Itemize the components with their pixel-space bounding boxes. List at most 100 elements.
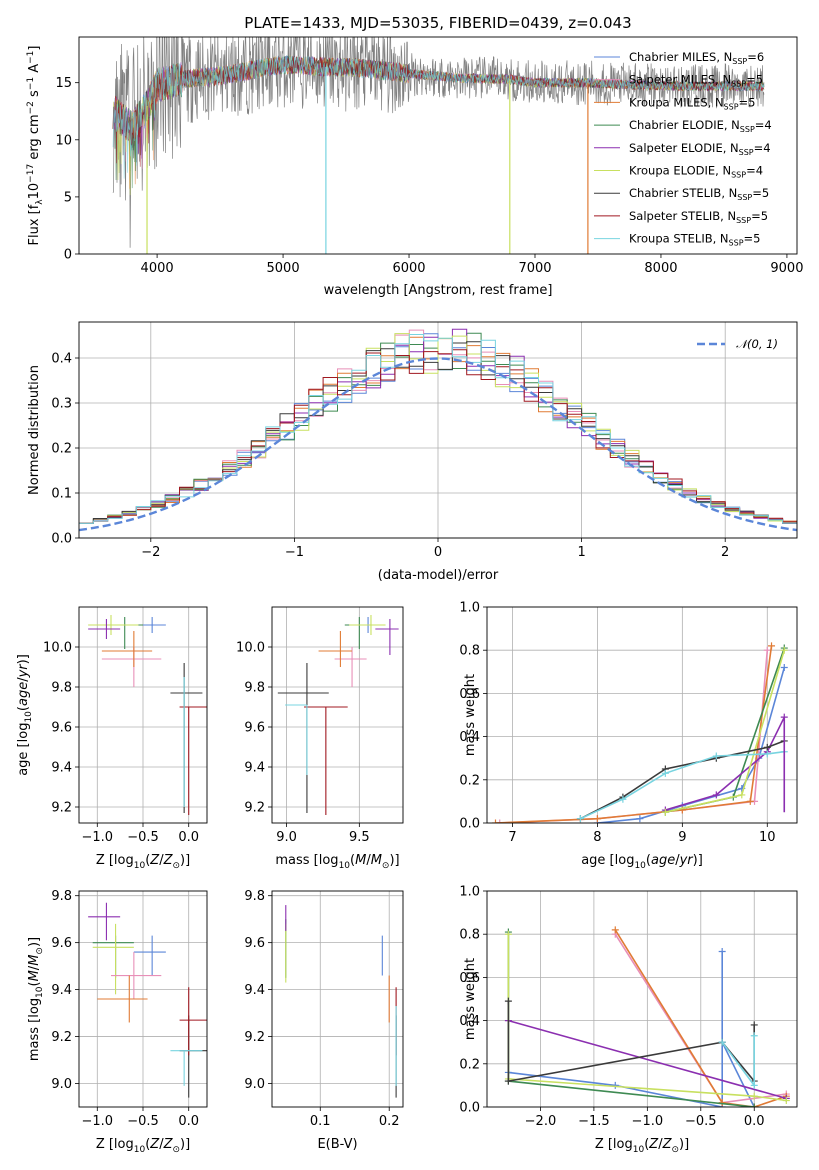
axis-label-part: / (366, 853, 371, 868)
axes-border (78, 606, 208, 824)
massweight-marker (750, 1032, 758, 1040)
axis-label-part: ( (646, 853, 651, 868)
y-tick-label: 0.0 (459, 1101, 480, 1116)
legend-label: Salpeter MILES, NSSP=5 (629, 73, 763, 89)
axes-border (271, 890, 404, 1108)
residual-histogram (79, 333, 797, 524)
x-tick-label: 9 (678, 830, 686, 845)
x-tick-label: −1.5 (578, 1114, 610, 1129)
legend-label-suffix: =5 (746, 73, 763, 87)
axis-label-part: M (27, 955, 42, 966)
massweight-marker (750, 1092, 758, 1100)
massweight-marker (661, 769, 669, 777)
massweight-marker (636, 815, 644, 823)
legend-label-text: Kroupa STELIB, N (629, 232, 729, 246)
axis-label-part: )] (27, 937, 42, 947)
x-tick-label: 2 (721, 545, 729, 560)
axis-label-part: E(B-V) (317, 1137, 357, 1152)
axis-label-part: / (159, 853, 164, 868)
x-tick-label: 10 (759, 830, 776, 845)
axis-label: age [log10(age/yr)] (16, 654, 34, 776)
axis-label-part: M (355, 853, 366, 868)
plot-area-age_vs_mass (277, 615, 399, 815)
y-tick-label: 0.4 (459, 730, 480, 745)
legend-label-suffix: =4 (755, 118, 772, 132)
axes-border (271, 606, 404, 824)
massweight-marker (763, 750, 771, 758)
y-tick-label: 1.0 (459, 885, 480, 900)
legend-label-sub: SSP (736, 216, 751, 225)
x-tick-label: −1.0 (81, 1114, 113, 1129)
massweight-line (507, 1001, 755, 1084)
y-tick-label: 9.4 (244, 761, 265, 776)
massweight-marker (504, 930, 512, 938)
axis-label-part: ( (644, 1137, 649, 1152)
x-tick-label: −2.0 (525, 1114, 557, 1129)
y-tick-label: 0.6 (459, 687, 480, 702)
massweight-marker (746, 797, 754, 805)
axes-border (486, 890, 798, 1108)
axis-label: Z [log10(Z/Z⊙)] (96, 853, 190, 871)
y-tick-label: 9.6 (244, 936, 265, 951)
axis-label: Z [log10(Z/Z⊙)] (595, 1137, 689, 1155)
axis-label: age [log10(age/yr)] (581, 853, 703, 871)
y-tick-label: 9.6 (51, 936, 72, 951)
axis-label-part: Z (648, 1137, 659, 1152)
axis-label-part: s (27, 90, 42, 101)
y-tick-label: 1.0 (459, 601, 480, 616)
axis-label-part: ⊙ (35, 947, 45, 955)
massweight-marker (780, 663, 788, 671)
legend-label: Salpeter ELODIE, NSSP=4 (629, 141, 771, 157)
massweight-marker (619, 795, 627, 803)
axis-label-part: ⊙ (172, 861, 180, 871)
x-tick-label: 0 (434, 545, 442, 560)
massweight-marker (763, 646, 771, 654)
axis-label-part: M (27, 970, 42, 981)
axis-label-part: age (16, 682, 31, 706)
y-tick-label: 9.8 (51, 681, 72, 696)
massweight-marker (750, 1103, 758, 1107)
axis-label-part: 10 (134, 861, 146, 871)
x-tick-label: 6000 (392, 261, 425, 276)
y-axis-label: Normed distribution (27, 365, 42, 495)
y-tick-label: 0.4 (51, 352, 72, 367)
axis-label-part: 10 (634, 861, 646, 871)
axes-massweight_vs_Z: −2.0 −1.5 −1.0 −0.5 0.0 0.0 0.2 0.4 0.6 0.8 1.0 Z [… (459, 885, 798, 1155)
axis-label-part: 10 (35, 986, 45, 998)
y-axis-label: mass weight (463, 958, 478, 1040)
y-tick-label: 9.4 (51, 761, 72, 776)
massweight-marker (718, 947, 726, 955)
x-tick-label: 0.2 (379, 1114, 400, 1129)
axes-age_vs_Z: −1.0 −0.5 0.09.29.49.69.810.0Z [log10(Z/Z⊙… (16, 606, 208, 871)
legend-label-sub: SSP (731, 80, 746, 89)
massweight-line (665, 716, 786, 811)
legend-label-text: Salpeter STELIB, N (629, 209, 736, 223)
residual-histogram (79, 341, 797, 524)
y-tick-label: 0.1 (51, 487, 72, 502)
legend-label: Kroupa ELODIE, NSSP=4 (629, 164, 763, 180)
spectrum-model-line (112, 55, 765, 179)
massweight-marker (611, 926, 619, 934)
y-tick-label: 10 (55, 133, 72, 148)
axis-label-part: −2 (26, 101, 36, 114)
y-tick-label: 9.6 (244, 721, 265, 736)
plot-area-massweight_vs_Z (504, 926, 790, 1107)
x-tick-label: 9000 (770, 261, 803, 276)
axis-label-part: 10 (339, 861, 351, 871)
axis-label-part: 10 (134, 1145, 146, 1155)
x-tick-label: 8000 (644, 261, 677, 276)
massweight-marker (661, 808, 669, 816)
y-tick-label: 0.8 (459, 928, 480, 943)
axis-label-part: −1 (26, 77, 36, 90)
legend-label: 𝒩(0, 1) (736, 337, 778, 351)
massweight-marker (712, 791, 720, 799)
y-tick-label: 9.2 (51, 801, 72, 816)
axis-label: E(B-V) (317, 1137, 357, 1152)
axis-label-part: ( (350, 853, 355, 868)
x-tick-label: 0.0 (178, 1114, 199, 1129)
massweight-marker (496, 819, 504, 823)
legend-label: Chabrier ELODIE, NSSP=4 (629, 118, 772, 134)
axis-label-part: λ (35, 199, 45, 205)
axis-label-part: )] (693, 853, 703, 868)
x-tick-label: 0.0 (744, 1114, 765, 1129)
